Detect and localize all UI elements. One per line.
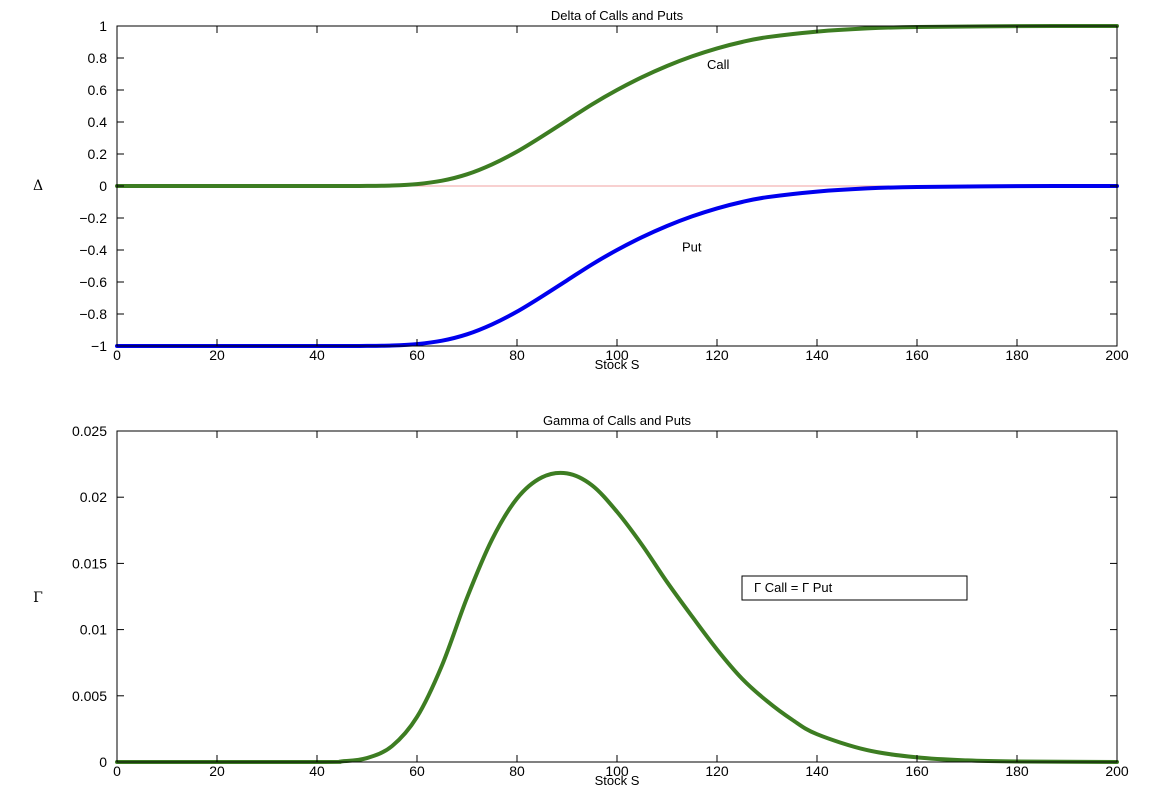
gamma-chart-title: Gamma of Calls and Puts xyxy=(543,413,692,428)
y-tick-label: 0.8 xyxy=(88,50,108,66)
y-tick-label: −0.8 xyxy=(79,306,107,322)
y-tick-label: 0.015 xyxy=(72,555,107,571)
x-tick-label: 40 xyxy=(309,763,325,779)
gamma-legend-box xyxy=(741,575,968,601)
x-tick-label: 120 xyxy=(705,763,729,779)
y-tick-label: 0.01 xyxy=(80,622,107,638)
x-tick-label: 60 xyxy=(409,347,425,363)
gamma-legend: Γ Call = Γ Put xyxy=(741,575,968,601)
x-tick-label: 40 xyxy=(309,347,325,363)
x-tick-label: 0 xyxy=(113,347,121,363)
y-tick-label: −1 xyxy=(91,338,107,354)
gamma-chart: Gamma of Calls and Puts Γ Stock S 0 20 40 6… xyxy=(33,413,1129,788)
y-tick-label: 0.025 xyxy=(72,423,107,439)
y-tick-label: −0.2 xyxy=(79,210,107,226)
y-tick-label: 0.4 xyxy=(88,114,108,130)
y-tick-label: 0 xyxy=(99,754,107,770)
gamma-legend-text: Γ Call = Γ Put xyxy=(754,580,833,595)
x-tick-label: 200 xyxy=(1105,763,1129,779)
delta-y-axis-label: Δ xyxy=(33,178,43,194)
y-tick-label: −0.4 xyxy=(79,242,107,258)
x-tick-label: 20 xyxy=(209,347,225,363)
delta-chart-title: Delta of Calls and Puts xyxy=(551,8,684,23)
x-tick-label: 80 xyxy=(509,763,525,779)
put-annotation: Put xyxy=(682,240,702,255)
gamma-x-axis-label: Stock S xyxy=(595,773,640,788)
x-tick-label: 160 xyxy=(905,763,929,779)
call-annotation: Call xyxy=(707,57,730,72)
x-tick-label: 180 xyxy=(1005,763,1029,779)
gamma-y-axis-label: Γ xyxy=(33,590,43,606)
y-tick-label: −0.6 xyxy=(79,274,107,290)
y-tick-label: 0 xyxy=(99,178,107,194)
x-tick-label: 100 xyxy=(605,763,629,779)
x-tick-label: 120 xyxy=(705,347,729,363)
x-tick-label: 20 xyxy=(209,763,225,779)
x-tick-label: 60 xyxy=(409,763,425,779)
put-series-line xyxy=(115,184,1119,349)
delta-x-axis-label: Stock S xyxy=(595,357,640,372)
delta-chart: Delta of Calls and Puts Δ Stock S 0 20 40 6… xyxy=(33,8,1129,372)
y-tick-label: 0.2 xyxy=(88,146,108,162)
x-tick-label: 140 xyxy=(805,347,829,363)
gamma-plot-area: 0 20 40 60 80 100 120 140 160 180 200 0 0.005 0.01 0.0… xyxy=(72,423,1129,779)
y-tick-label: 0.02 xyxy=(80,489,107,505)
y-tick-label: 0.6 xyxy=(88,82,108,98)
x-tick-label: 160 xyxy=(905,347,929,363)
x-tick-label: 140 xyxy=(805,763,829,779)
call-series-line xyxy=(115,24,1119,189)
x-tick-label: 200 xyxy=(1105,347,1129,363)
delta-plot-area: 0 20 40 60 80 100 120 140 160 180 200 −1 −0.8 −0.6 −0.… xyxy=(79,18,1129,363)
x-tick-label: 180 xyxy=(1005,347,1029,363)
x-tick-label: 100 xyxy=(605,347,629,363)
x-tick-label: 0 xyxy=(113,763,121,779)
y-tick-label: 0.005 xyxy=(72,688,107,704)
x-tick-label: 80 xyxy=(509,347,525,363)
y-tick-label: 1 xyxy=(99,18,107,34)
gamma-series-line xyxy=(115,470,1119,765)
